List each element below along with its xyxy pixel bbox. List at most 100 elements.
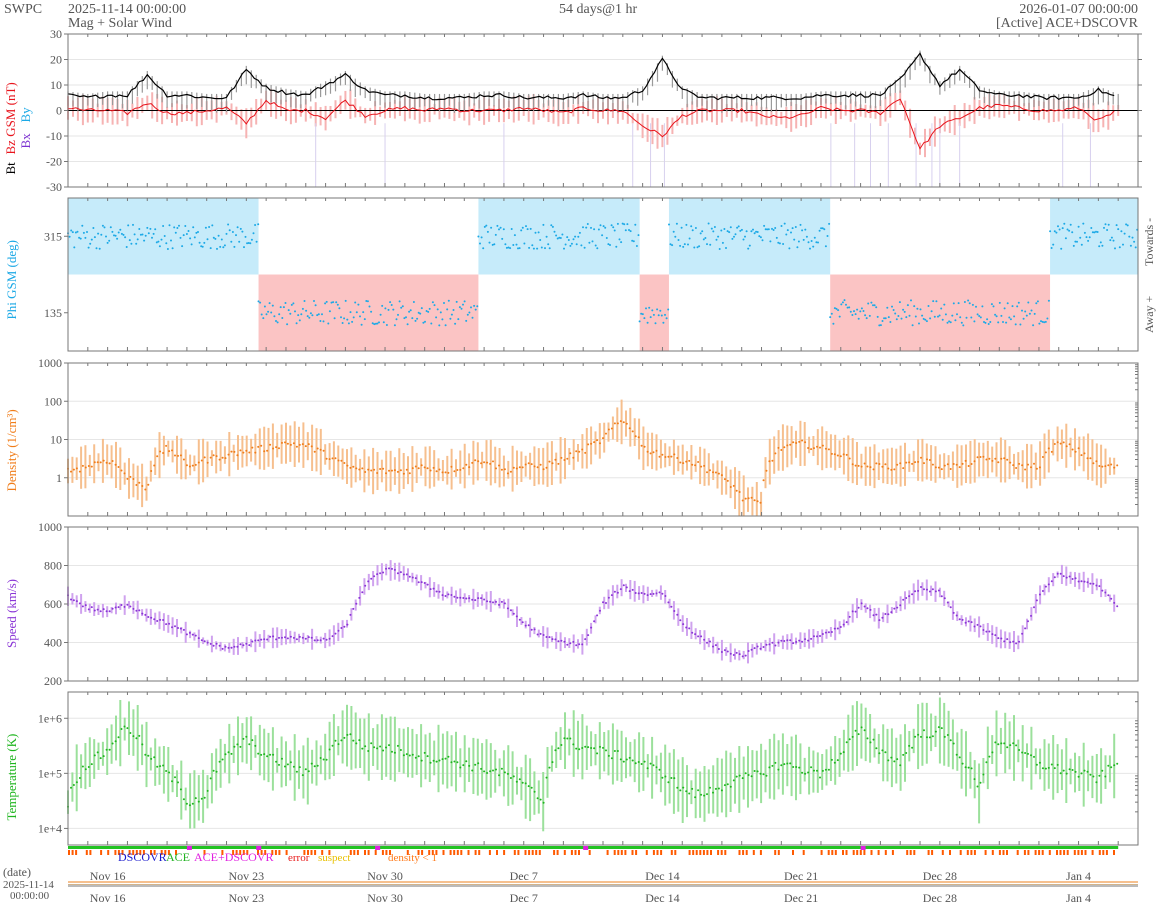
ylabel-density: Density (1/cm³) <box>4 409 19 491</box>
status-ace-dscovr-mark <box>583 846 589 850</box>
mag-panel-frame <box>67 33 1139 188</box>
y-tick-label: 30 <box>50 27 62 41</box>
source-legend-4: suspect <box>318 852 350 864</box>
x-tick-label-bottom: Dec 7 <box>510 891 538 905</box>
density-panel-frame <box>67 362 1139 517</box>
panel-mag-field: -30 -20 -10 0 10 20 30 Bt Bz GSM (nT) Bx By <box>3 27 1142 194</box>
temperature-range-band <box>67 697 1116 832</box>
ylabel-bt: Bt <box>3 162 18 175</box>
y-tick-label: 800 <box>44 559 62 573</box>
source-legend-0: DSCOVR <box>118 850 167 864</box>
status-ace-dscovr-mark <box>186 846 192 850</box>
x-start-time: 00:00:00 <box>10 890 50 902</box>
sector-away <box>639 274 669 351</box>
y-tick-label: 1e+6 <box>38 711 62 725</box>
speed-panel-frame <box>67 526 1139 682</box>
y-tick-label: 1e+4 <box>38 821 62 835</box>
status-ace-dscovr-mark <box>256 846 262 850</box>
ylabel-phi: Phi GSM (deg) <box>4 240 19 319</box>
x-tick-label-top: Dec 7 <box>510 869 538 883</box>
source-legend-2: ACE+DSCOVR <box>194 850 273 864</box>
status-ace-dscovr-mark <box>860 846 866 850</box>
x-tick-label-top: Dec 14 <box>645 869 679 883</box>
temperature-panel-frame <box>67 691 1139 846</box>
x-tick-label-top: Nov 30 <box>367 869 403 883</box>
x-tick-label-top: Dec 28 <box>923 869 957 883</box>
y-tick-label: 1000 <box>38 520 62 534</box>
sector-towards <box>478 198 640 275</box>
bt-series-line <box>67 52 1115 101</box>
speed-points <box>67 567 1119 658</box>
header-start-time: 2025-11-14 00:00:00 <box>68 2 187 17</box>
x-tick-label-bottom: Nov 16 <box>90 891 126 905</box>
bz-series-line <box>67 98 1115 150</box>
panel-time-axis: Nov 16 Nov 16 Nov 23 Nov 23 Nov 30 Nov 30 Dec … <box>3 865 1138 905</box>
y-tick-label: 1e+5 <box>38 766 62 780</box>
x-axis-label: (date) <box>3 865 31 879</box>
y-tick-label: 100 <box>44 394 62 408</box>
x-tick-label-bottom: Nov 23 <box>228 891 264 905</box>
y-tick-label: 1 <box>56 471 62 485</box>
panel-density: 1 10 100 1000 Density (1/cm³) <box>4 356 1139 517</box>
sector-towards <box>668 198 831 275</box>
right-label-away: Away + <box>1142 295 1156 333</box>
x-tick-label-top: Nov 23 <box>228 869 264 883</box>
y-tick-label: 10 <box>50 78 62 92</box>
x-tick-label-top: Nov 16 <box>90 869 126 883</box>
density-range-band <box>67 399 1116 516</box>
y-tick-label: 10 <box>50 433 62 447</box>
x-tick-label-bottom: Nov 30 <box>367 891 403 905</box>
status-orange-marks <box>68 850 1115 855</box>
x-tick-label-bottom: Dec 28 <box>923 891 957 905</box>
ylabel-temperature: Temperature (K) <box>4 734 19 821</box>
y-tick-label: 135 <box>44 306 62 320</box>
y-tick-label: 600 <box>44 597 62 611</box>
status-green-bar <box>68 846 1119 849</box>
x-tick-label-bottom: Dec 14 <box>645 891 679 905</box>
y-tick-label: 20 <box>50 53 62 67</box>
speed-range-band <box>67 560 1116 664</box>
temperature-points <box>67 725 1119 808</box>
y-tick-label: -30 <box>46 180 62 194</box>
header-span: 54 days@1 hr <box>559 2 638 17</box>
header-org: SWPC <box>4 2 43 17</box>
source-legend-5: density < 1 <box>388 852 437 864</box>
x-tick-label-bottom: Jan 4 <box>1066 891 1091 905</box>
timeline-bar-orange <box>68 881 1138 883</box>
sector-towards <box>68 198 259 275</box>
ylabel-by: By <box>18 107 33 123</box>
y-tick-label: 315 <box>44 229 62 243</box>
y-tick-label: 200 <box>44 674 62 688</box>
panel-phi-angle: 135 315 Phi GSM (deg) Towards - Away + <box>4 197 1156 352</box>
timeline-bar-tan <box>68 884 1138 885</box>
y-tick-label: -10 <box>46 129 62 143</box>
header-subtitle: Mag + Solar Wind <box>68 16 172 31</box>
y-tick-label: -20 <box>46 155 62 169</box>
header-end-time: 2026-01-07 00:00:00 <box>1019 2 1138 17</box>
ylabel-speed: Speed (km/s) <box>4 579 19 648</box>
right-label-towards: Towards - <box>1142 218 1156 266</box>
ylabel-bz: Bz GSM (nT) <box>3 82 18 154</box>
density-points <box>67 420 1119 504</box>
x-start-date: 2025-11-14 <box>3 879 54 891</box>
source-legend-1: ACE <box>166 850 190 864</box>
panel-source-status: DSCOVR ACE ACE+DSCOVR error suspect density <… <box>68 846 1119 864</box>
y-tick-label: 400 <box>44 636 62 650</box>
sector-away <box>258 274 479 351</box>
y-tick-label: 0 <box>56 104 62 118</box>
status-ace-dscovr-mark <box>375 846 381 850</box>
source-legend-3: error <box>288 852 310 864</box>
x-tick-label-bottom: Dec 21 <box>784 891 818 905</box>
y-tick-label: 1000 <box>38 356 62 370</box>
ylabel-bx: Bx <box>18 133 33 149</box>
sector-away <box>830 274 1051 351</box>
header-status: [Active] ACE+DSCOVR <box>995 16 1138 31</box>
x-tick-label-top: Jan 4 <box>1066 869 1091 883</box>
x-tick-label-top: Dec 21 <box>784 869 818 883</box>
sector-towards <box>1050 198 1138 275</box>
phi-scatter <box>67 222 1139 327</box>
panel-speed: 200 400 600 800 1000 Speed (km/s) <box>4 520 1139 688</box>
bt-range-band <box>67 50 1119 113</box>
phi-panel-frame <box>67 197 1139 352</box>
